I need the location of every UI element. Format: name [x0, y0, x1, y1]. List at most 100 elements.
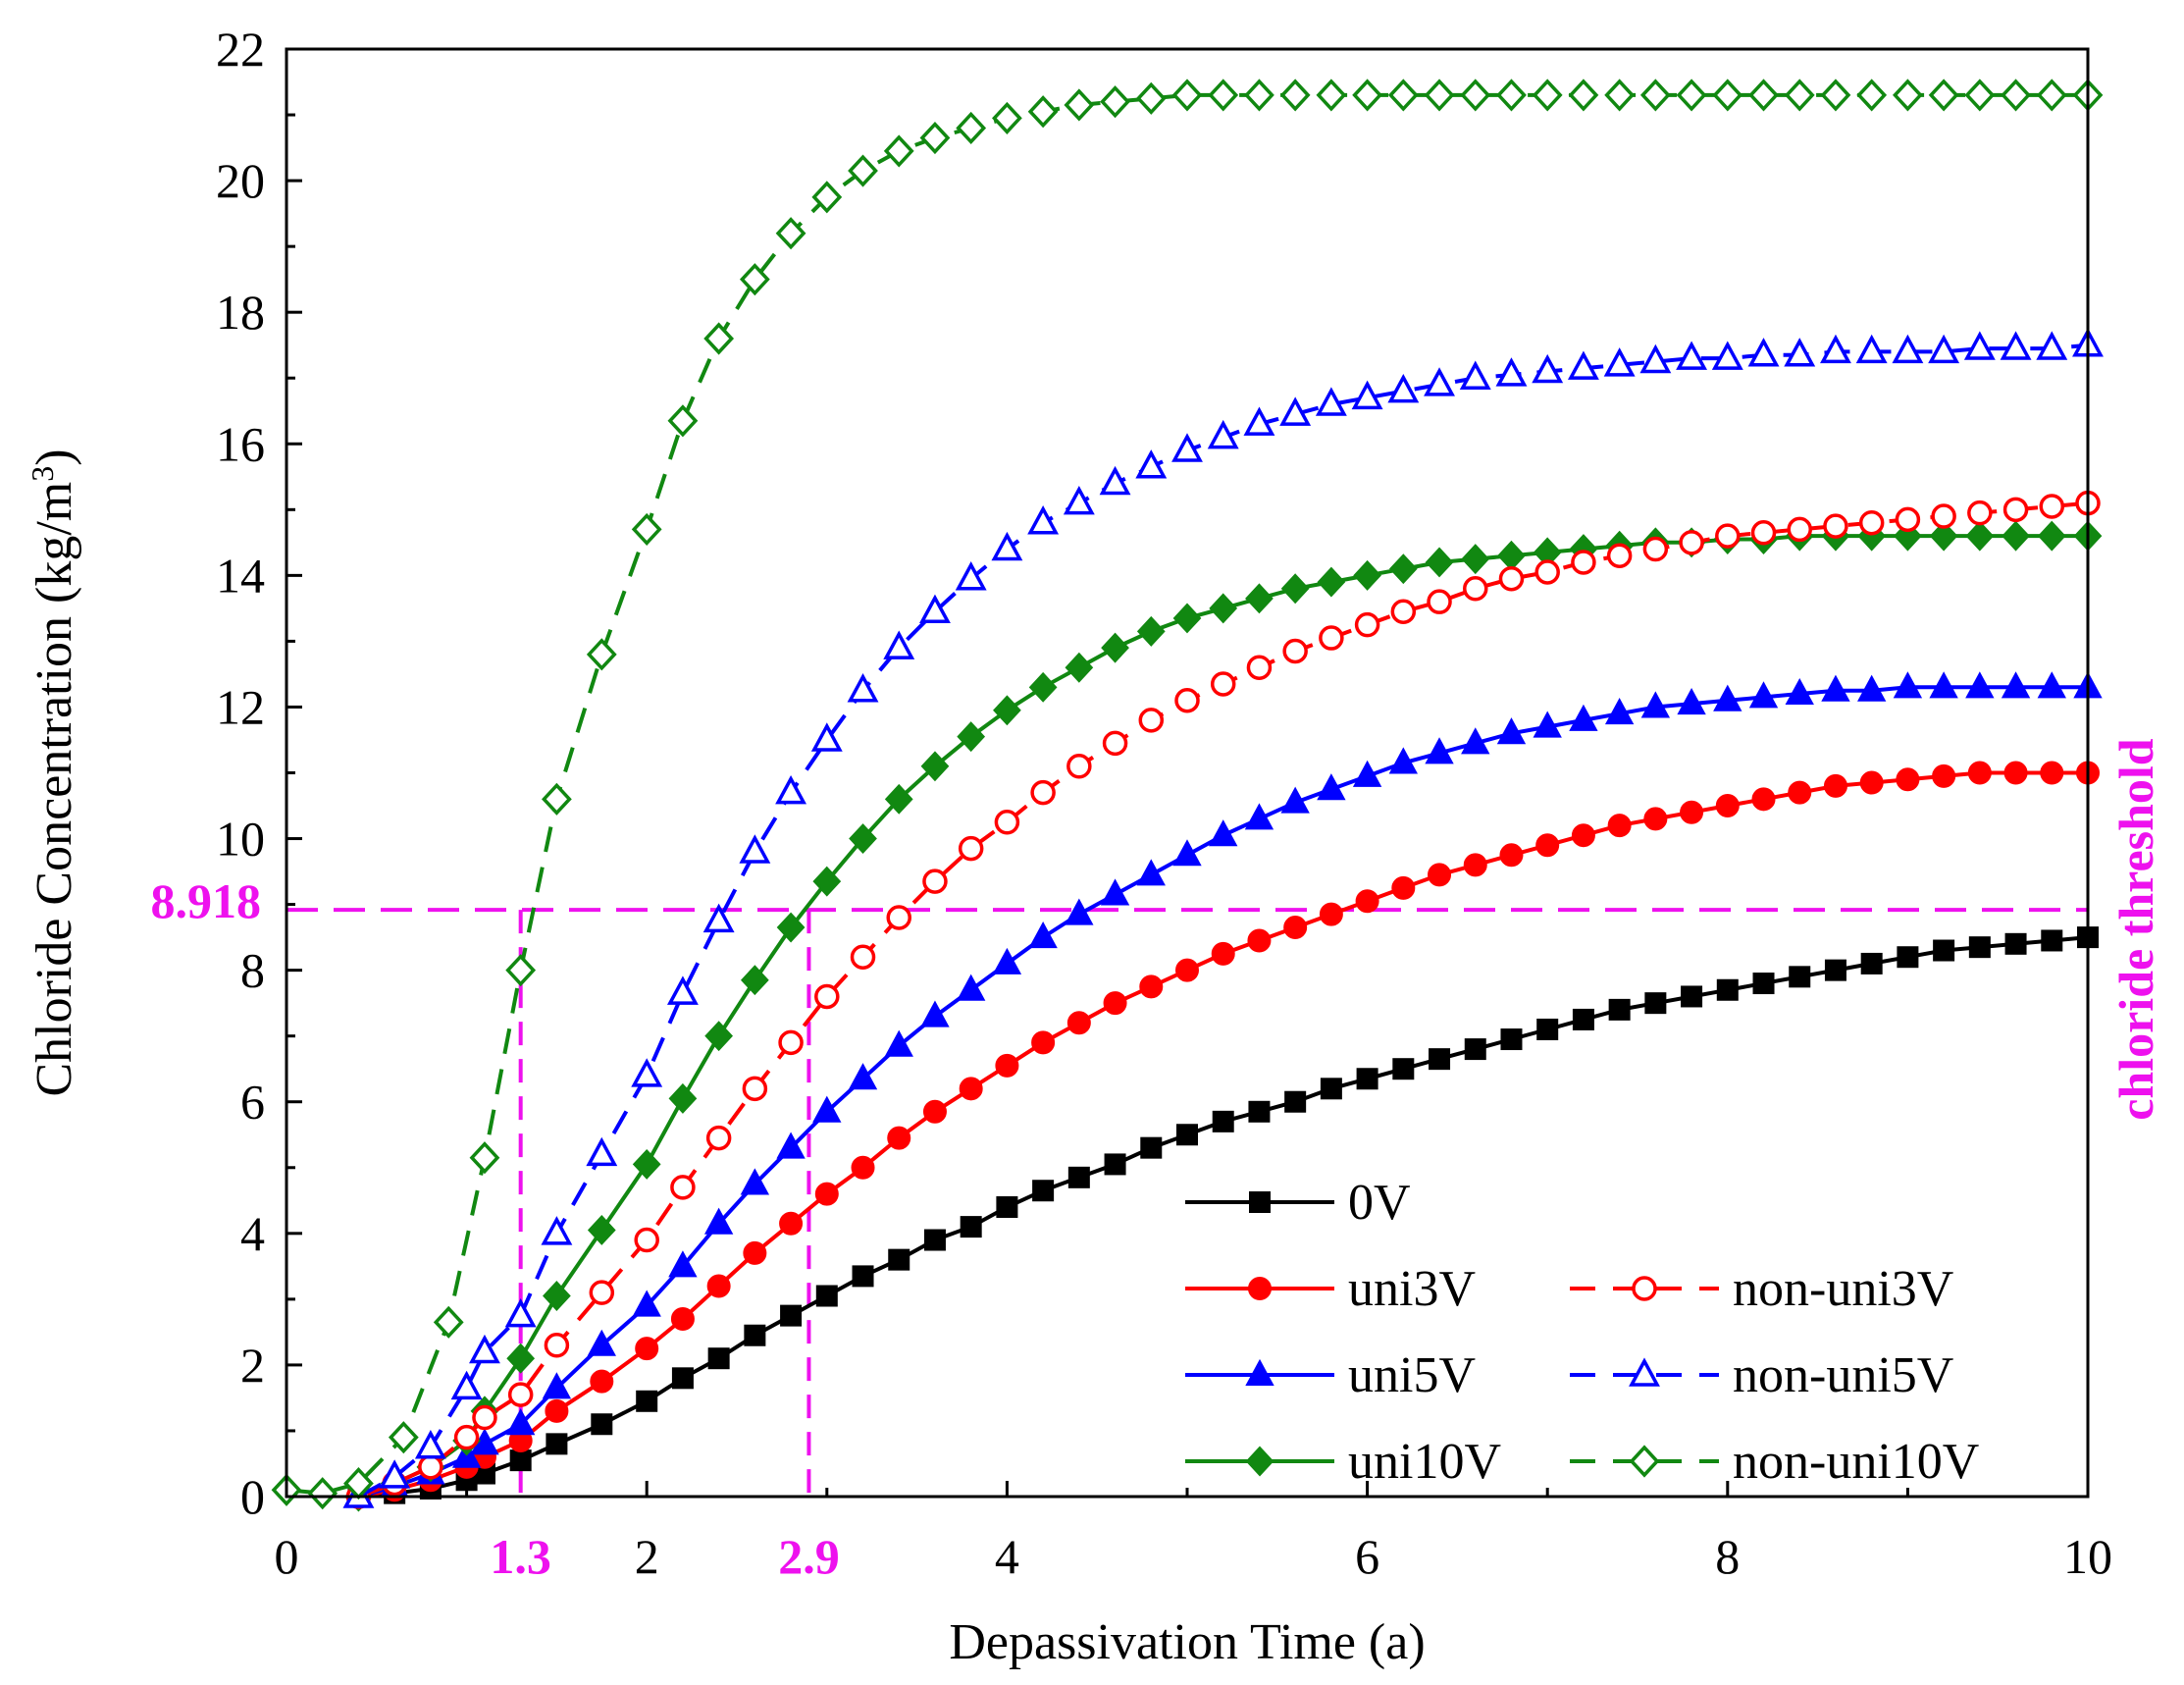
- data-point: [1824, 959, 1846, 981]
- data-point: [2003, 761, 2028, 785]
- data-point: [1604, 698, 1635, 725]
- threshold-x-label: 2.9: [778, 1529, 840, 1584]
- data-point: [1212, 1110, 1234, 1132]
- data-point: [1928, 79, 1959, 112]
- data-point: [1429, 1048, 1451, 1071]
- data-point: [631, 1058, 663, 1087]
- data-point: [414, 1430, 446, 1459]
- data-point: [1855, 334, 1888, 364]
- data-point: [919, 594, 951, 623]
- data-point: [1283, 916, 1308, 940]
- legend-item: 0V: [1185, 1175, 1411, 1231]
- y-tick-label: 4: [240, 1206, 265, 1261]
- data-point: [812, 866, 842, 897]
- data-point: [1032, 1180, 1055, 1202]
- data-point: [1284, 1090, 1307, 1113]
- data-point: [1211, 941, 1235, 966]
- data-point: [453, 1424, 480, 1450]
- data-point: [994, 810, 1020, 835]
- data-point: [509, 1449, 532, 1472]
- data-point: [1135, 81, 1167, 115]
- data-point: [670, 1306, 695, 1331]
- data-point: [884, 783, 913, 815]
- data-point: [2001, 79, 2031, 112]
- data-point: [957, 721, 986, 753]
- data-point: [1893, 671, 1923, 699]
- data-point: [1099, 465, 1131, 496]
- data-point: [1965, 671, 1995, 699]
- data-point: [959, 1077, 983, 1101]
- data-point: [587, 1329, 616, 1356]
- data-point: [1388, 747, 1418, 774]
- data-point: [1535, 833, 1560, 858]
- data-point: [1897, 946, 1919, 969]
- data-point: [703, 322, 735, 355]
- data-point: [1496, 717, 1527, 745]
- data-point: [450, 1370, 483, 1400]
- data-point: [1066, 1011, 1091, 1035]
- data-point: [1459, 360, 1491, 390]
- x-tick-label: 2: [635, 1529, 659, 1584]
- data-point: [1065, 898, 1094, 925]
- data-point: [705, 1125, 732, 1151]
- data-point: [1138, 708, 1165, 733]
- data-point: [1319, 902, 1343, 926]
- legend-label: non-uni3V: [1733, 1261, 1953, 1317]
- data-point: [1352, 79, 1382, 112]
- data-point: [1424, 367, 1455, 396]
- legend-item: uni5V: [1185, 1347, 1476, 1403]
- data-point: [1499, 843, 1524, 868]
- data-point: [1606, 543, 1633, 568]
- data-point: [848, 154, 878, 187]
- data-point: [1788, 780, 1812, 805]
- data-point: [1027, 505, 1060, 535]
- data-point: [469, 1334, 500, 1364]
- data-point: [1065, 652, 1094, 683]
- data-point: [1680, 800, 1704, 824]
- data-point: [1208, 79, 1239, 112]
- data-point: [1821, 674, 1850, 702]
- data-point: [992, 101, 1022, 134]
- data-point: [883, 630, 915, 659]
- data-point: [1534, 559, 1560, 585]
- data-point: [1171, 433, 1203, 462]
- data-point: [886, 905, 911, 930]
- data-point: [1246, 655, 1273, 680]
- data-point: [1317, 773, 1346, 801]
- data-point: [812, 1095, 842, 1123]
- data-point: [667, 404, 699, 438]
- legend-marker: [1245, 1446, 1274, 1477]
- data-point: [1282, 638, 1308, 664]
- data-point: [1319, 625, 1344, 651]
- data-point: [1102, 730, 1128, 757]
- data-point: [1893, 79, 1923, 112]
- data-point: [1028, 921, 1058, 949]
- legend-item: non-uni10V: [1570, 1434, 1979, 1490]
- data-point: [1532, 353, 1564, 384]
- data-point: [666, 975, 699, 1005]
- data-point: [1279, 396, 1312, 426]
- data-point: [739, 834, 771, 864]
- data-point: [504, 1297, 537, 1328]
- data-point: [1244, 803, 1274, 830]
- data-point: [1427, 589, 1452, 614]
- data-point: [1750, 520, 1777, 546]
- y-tick-label: 2: [240, 1338, 265, 1393]
- data-point: [811, 181, 843, 214]
- data-point: [2002, 497, 2029, 523]
- legend-item: non-uni5V: [1570, 1347, 1953, 1403]
- data-point: [993, 695, 1021, 726]
- data-point: [814, 983, 840, 1010]
- data-point: [743, 1240, 767, 1265]
- data-point: [956, 111, 987, 145]
- data-point: [849, 823, 877, 855]
- data-point: [1316, 79, 1347, 112]
- data-point: [1428, 863, 1452, 887]
- data-point: [919, 121, 951, 155]
- data-point: [1571, 550, 1596, 575]
- data-point: [1100, 85, 1130, 119]
- series-layer: [271, 79, 2104, 1512]
- data-point: [1676, 79, 1707, 112]
- data-point: [433, 1305, 464, 1339]
- y-axis-title-main: Chloride Concentration (kg/m: [26, 482, 82, 1097]
